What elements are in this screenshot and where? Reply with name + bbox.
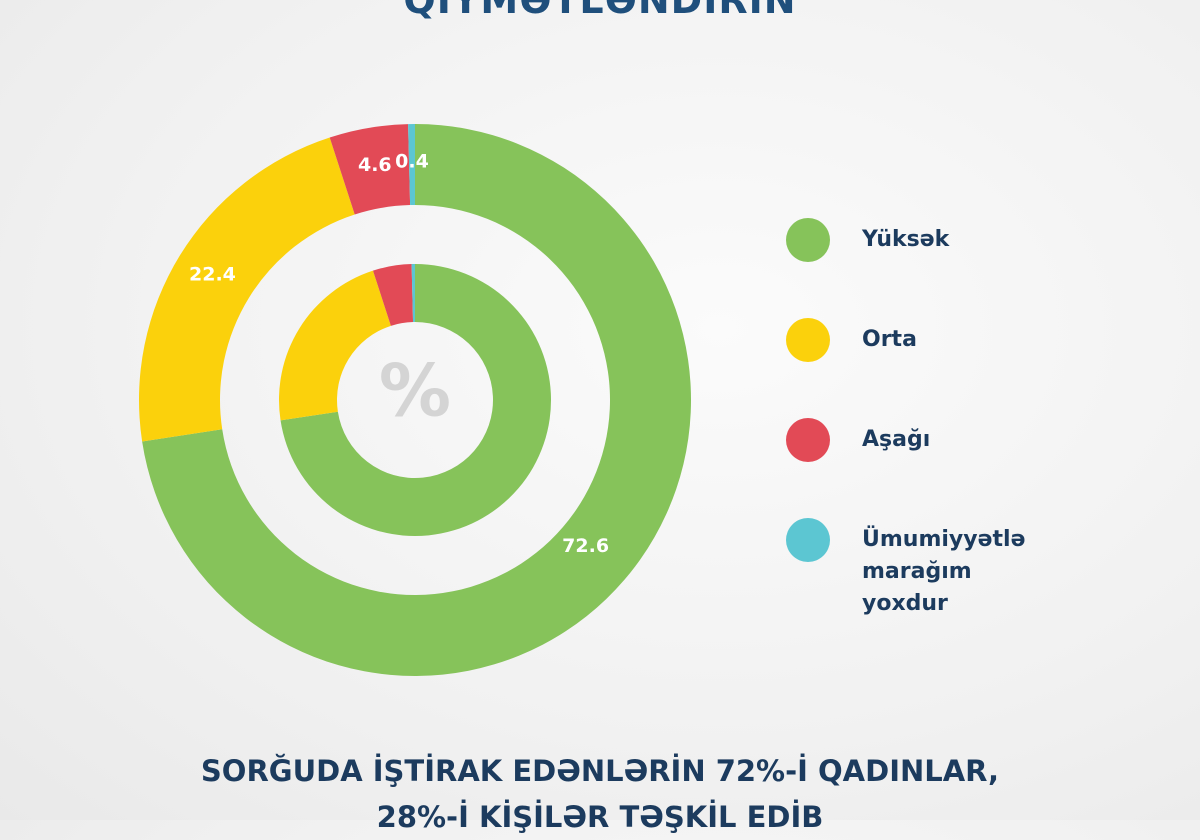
legend-swatch — [786, 218, 830, 262]
legend-label: Yüksək — [862, 227, 950, 252]
legend-swatch — [786, 418, 830, 462]
legend-label: Aşağı — [862, 427, 931, 452]
inner-ring-segment — [411, 264, 415, 323]
legend-item: Aşağı — [786, 418, 1046, 518]
inner-ring-segment — [372, 264, 414, 326]
donut-segment — [329, 124, 411, 215]
legend-swatch — [786, 318, 830, 362]
data-label: 4.6 — [358, 154, 392, 176]
legend-item: Yüksək — [786, 218, 1046, 318]
chart-title: QİYMƏTLƏNDİRİN — [403, 0, 797, 22]
legend: Yüksək Orta Aşağı Ümumiyyətlə marağım yoxdu… — [786, 218, 1046, 618]
donut-segment — [142, 124, 691, 676]
data-label: 0.4 — [395, 151, 429, 173]
data-label: 72.6 — [562, 535, 609, 557]
legend-item: Ümumiyyətlə marağım yoxdur — [786, 518, 1046, 618]
donut-segment — [139, 137, 355, 442]
data-label: 22.4 — [189, 264, 236, 286]
legend-label: Ümumiyyətlə marağım yoxdur — [862, 527, 1026, 616]
legend-swatch — [786, 518, 830, 562]
donut-segment — [408, 124, 415, 206]
inner-ring-segment — [278, 270, 391, 421]
legend-item: Orta — [786, 318, 1046, 418]
center-label: % — [379, 349, 451, 433]
legend-label: Orta — [862, 327, 917, 352]
inner-ring-segment — [280, 264, 551, 537]
footnote: SORĞUDA İŞTİRAK EDƏNLƏRİN 72%-İ QADINLAR… — [200, 754, 1000, 834]
chart: % 72.6 22.4 4.6 0.4 — [139, 124, 691, 676]
